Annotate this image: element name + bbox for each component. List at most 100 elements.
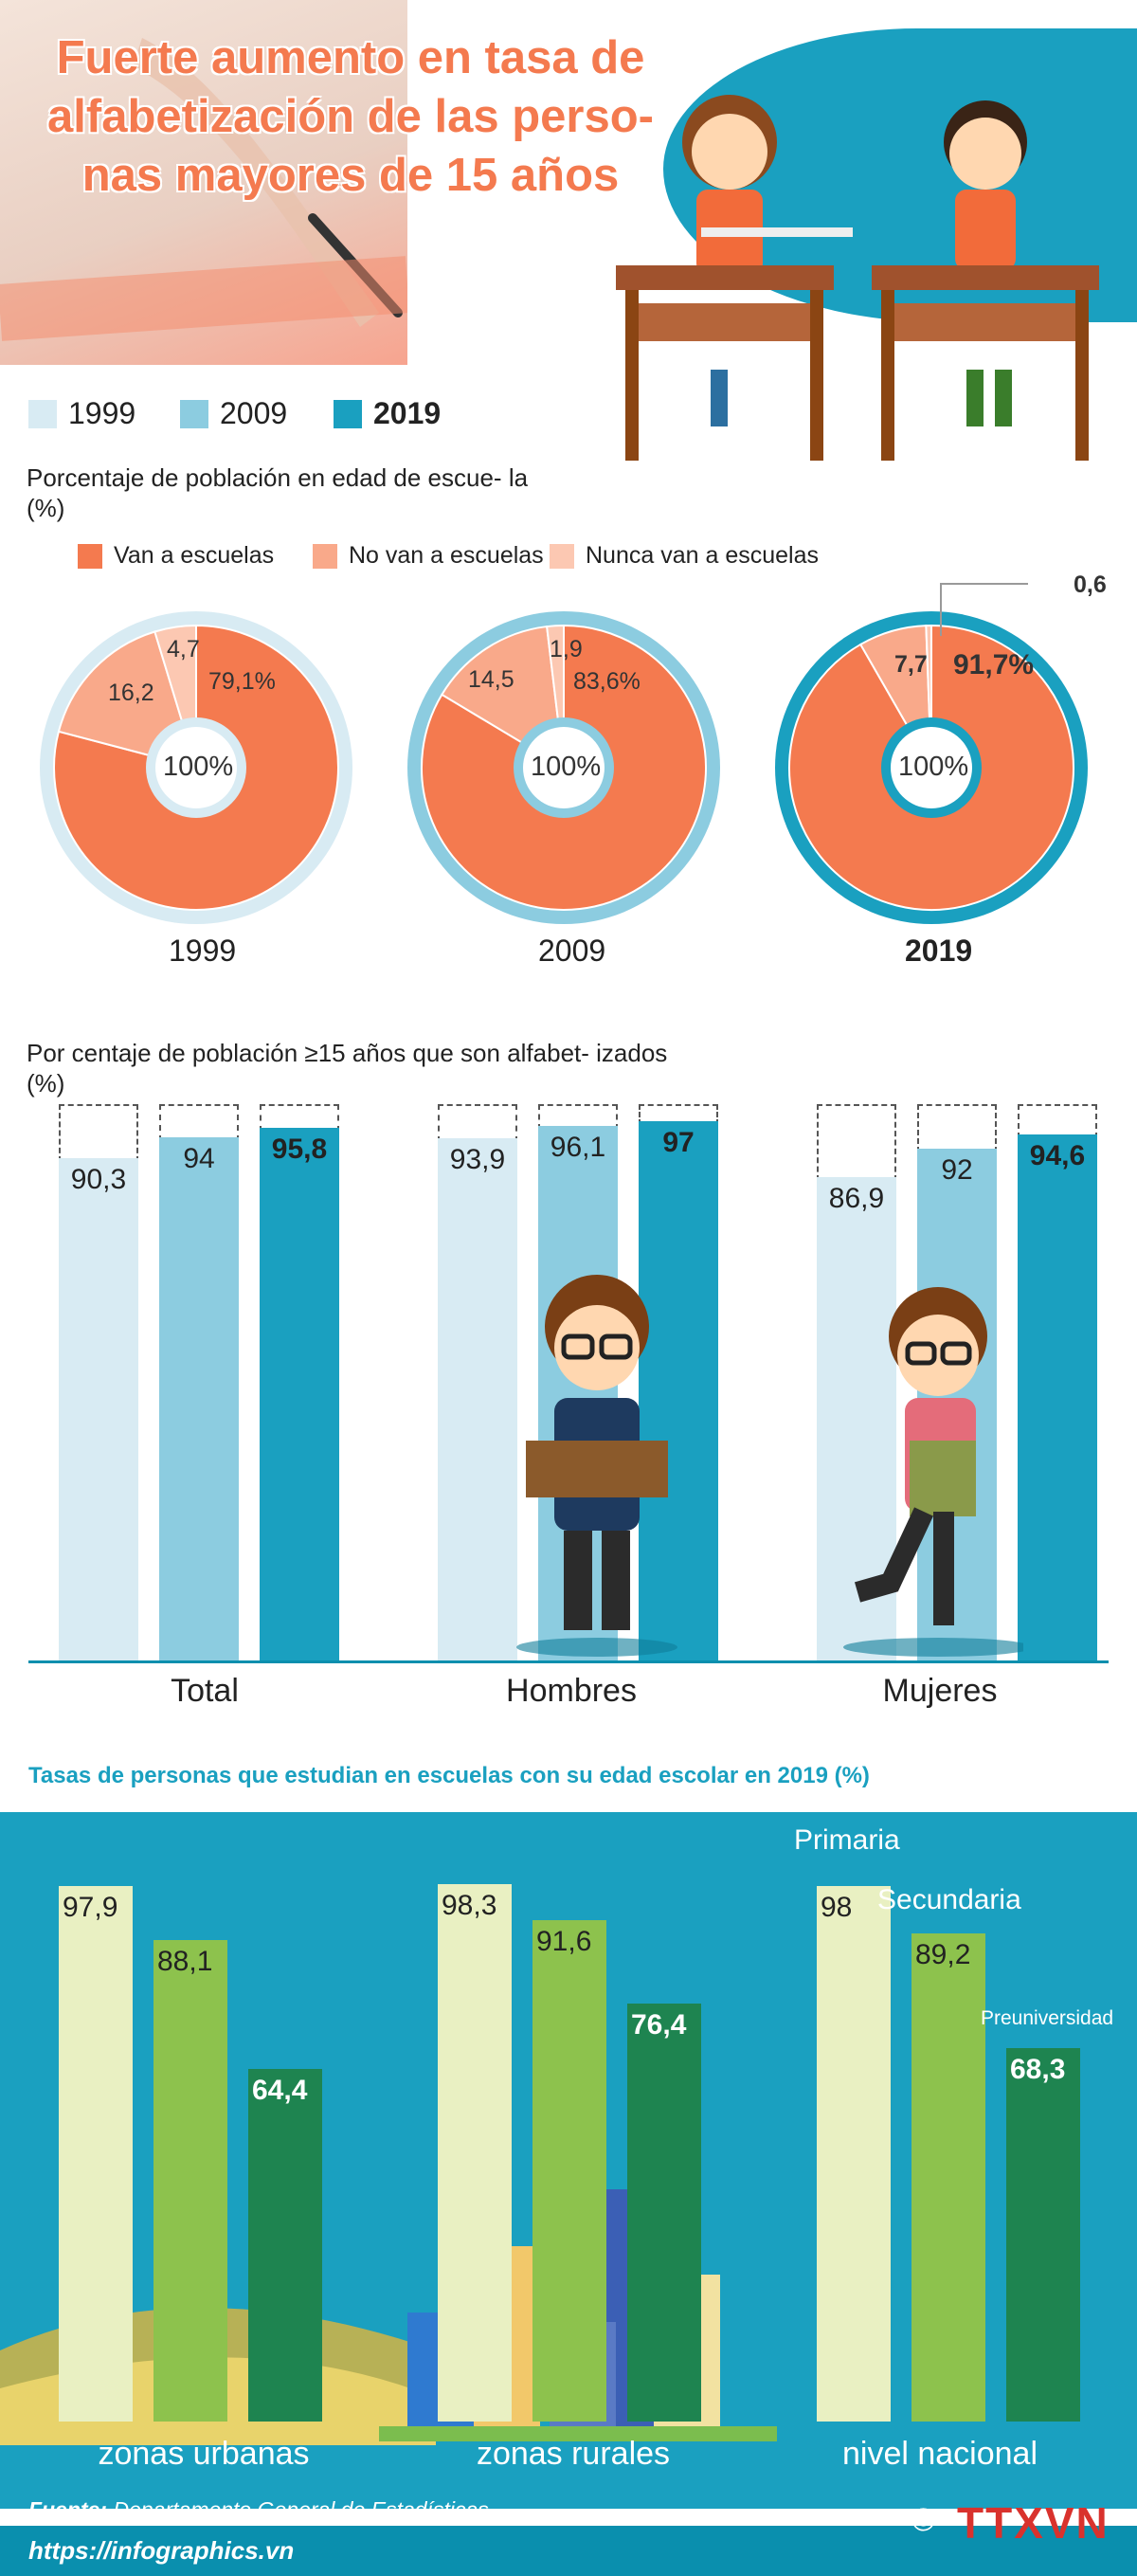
bar-mujeres-2019 [1018, 1134, 1097, 1660]
section3-title: Tasas de personas que estudian en escuel… [28, 1763, 870, 1788]
donut-slice-2009-attending [421, 624, 707, 911]
category-legend-never-attending: Nunca van a escuelas [550, 542, 819, 570]
bar-value-label-urbanas-secundaria: 88,1 [157, 1945, 213, 1977]
pen-writing-illustration [0, 38, 410, 341]
bar-nacional-secundaria [911, 1933, 985, 2422]
header: Fuerte aumento en tasa de alfabetización… [0, 0, 1137, 474]
zone-label-nacional: nivel nacional [841, 2436, 1038, 2472]
category-legend-not-attending: No van a escuelas [313, 542, 544, 570]
bar-value-label-rurales-secundaria: 91,6 [536, 1926, 592, 1958]
bar-urbanas-primaria [59, 1886, 133, 2422]
bar-value-label-rurales-primaria: 98,3 [442, 1889, 497, 1921]
donut-value-not-attending-2019: 7,7 [894, 651, 928, 678]
donut-value-attending-1999: 79,1% [208, 668, 276, 695]
bar-value-label-urbanas-preuniversidad: 64,4 [252, 2075, 308, 2107]
donut-hole-1999 [155, 727, 237, 808]
donut-year-label-2019: 2019 [905, 934, 973, 968]
page-title: Fuerte aumento en tasa de alfabetización… [47, 32, 654, 201]
group-label-mujeres: Mujeres [882, 1673, 998, 1709]
donut-value-attending-2019: 91,7% [953, 649, 1035, 680]
donut-value-not-attending-2009: 14,5 [468, 666, 514, 693]
zone-label-urbanas: zonas urbanas [98, 2436, 310, 2472]
ttxvn-logo: TTXVN [957, 2498, 1110, 2548]
category-label-never-attending: Nunca van a escuelas [586, 542, 819, 569]
donut-chart-1999: 100% 79,1% 16,2 4,7 [40, 611, 352, 924]
bar-value-label-hombres-2019: 97 [662, 1126, 695, 1158]
donut-center-label-2009: 100% [531, 752, 602, 782]
donut-year-label-2009: 2009 [538, 934, 606, 968]
group-label-hombres: Hombres [506, 1673, 637, 1709]
legend-swatch-1999 [28, 399, 57, 428]
legend-item-2009: 2009 [180, 396, 287, 431]
girl-with-book-illustration [843, 1287, 1023, 1657]
bar-urbanas-preuniversidad [248, 2069, 322, 2422]
bar-value-label-nacional-preuniversidad: 68,3 [1010, 2053, 1066, 2085]
site-url[interactable]: https://infographics.vn [28, 2536, 295, 2565]
legend-label-1999: 1999 [68, 396, 136, 430]
bar-chart-baseline [28, 1660, 1109, 1663]
bar-gap-outline-hombres-1999 [438, 1104, 517, 1142]
bar-value-label-hombres-1999: 93,9 [449, 1143, 506, 1175]
bar-gap-outline-mujeres-2009 [917, 1104, 997, 1152]
category-swatch-not-attending [313, 543, 337, 569]
bar-gap-outline-total-1999 [59, 1104, 138, 1162]
bar-total-1999 [59, 1157, 138, 1660]
donut-svg-2019 [775, 611, 1088, 924]
donut-callout-line-2019 [940, 583, 1028, 636]
bar-rurales-primaria [438, 1883, 512, 2422]
donut-value-never-attending-2019: 0,6 [1074, 571, 1107, 598]
bar-value-label-urbanas-primaria: 97,9 [63, 1892, 118, 1924]
donut-hole-2019 [891, 727, 972, 808]
donut-svg-2009 [407, 611, 720, 924]
zone-label-rurales: zonas rurales [476, 2436, 671, 2472]
donut-chart-2019: 100% 91,7% 7,7 [775, 611, 1088, 924]
donut-value-never-attending-2009: 1,9 [550, 636, 583, 662]
hero-photo [0, 0, 410, 365]
bar-value-label-mujeres-2019: 94,6 [1029, 1139, 1086, 1171]
bar-value-label-rurales-preuniversidad: 76,4 [631, 2009, 687, 2041]
category-swatch-never-attending [550, 543, 574, 569]
footer-bar [0, 2526, 1137, 2576]
source-label: Fuente: [28, 2497, 108, 2522]
bar-nacional-primaria [817, 1885, 891, 2422]
bar-value-label-mujeres-2009: 92 [941, 1153, 973, 1186]
bar-rurales-preuniversidad [627, 2004, 701, 2422]
donut-hole-2009 [523, 727, 605, 808]
section1-title: Porcentaje de población en edad de escue… [27, 463, 529, 522]
bar-hombres-2019 [639, 1120, 718, 1660]
source-credit: Fuente: Departamento General de Estadíst… [28, 2497, 489, 2523]
donut-year-label-1999: 1999 [169, 934, 237, 968]
section2-title: Por centaje de población ≥15 años que so… [27, 1039, 668, 1098]
donut-value-not-attending-1999: 16,2 [108, 680, 154, 706]
legend-label-2009: 2009 [220, 396, 288, 430]
bar-nacional-preuniversidad [1006, 2047, 1080, 2422]
category-label-attending: Van a escuelas [114, 542, 275, 569]
bar-rurales-secundaria [532, 1920, 606, 2422]
bar-value-label-nacional-primaria: 98 [821, 1891, 853, 1923]
students-illustration [616, 95, 1099, 461]
bar-total-2019 [260, 1127, 339, 1660]
bar-gap-outline-mujeres-1999 [817, 1104, 896, 1181]
boy-reading-illustration [516, 1275, 677, 1657]
legend-swatch-2009 [180, 399, 208, 428]
donut-svg-1999 [40, 611, 352, 924]
legend-swatch-2019 [334, 399, 362, 428]
bar-value-label-nacional-secundaria: 89,2 [915, 1939, 971, 1971]
donut-value-never-attending-1999: 4,7 [167, 636, 200, 662]
bar-urbanas-secundaria [153, 1939, 227, 2422]
bar-value-label-total-2019: 95,8 [271, 1133, 328, 1165]
bar-gap-outline-total-2009 [159, 1104, 239, 1142]
bar-total-2009 [159, 1137, 239, 1660]
donut-center-label-1999: 100% [163, 752, 234, 782]
bar-gap-outline-mujeres-2019 [1018, 1104, 1097, 1138]
bar-value-label-total-2009: 94 [183, 1143, 215, 1175]
bar-value-label-hombres-2009: 96,1 [550, 1131, 606, 1163]
category-legend-attending: Van a escuelas [78, 542, 274, 570]
legend-item-2019: 2019 [334, 396, 441, 431]
group-label-total: Total [171, 1673, 239, 1709]
donut-slice-1999-attending [53, 624, 339, 911]
donut-slices-1999 [53, 624, 339, 911]
category-label-not-attending: No van a escuelas [349, 542, 544, 569]
bar-hombres-1999 [438, 1137, 517, 1660]
